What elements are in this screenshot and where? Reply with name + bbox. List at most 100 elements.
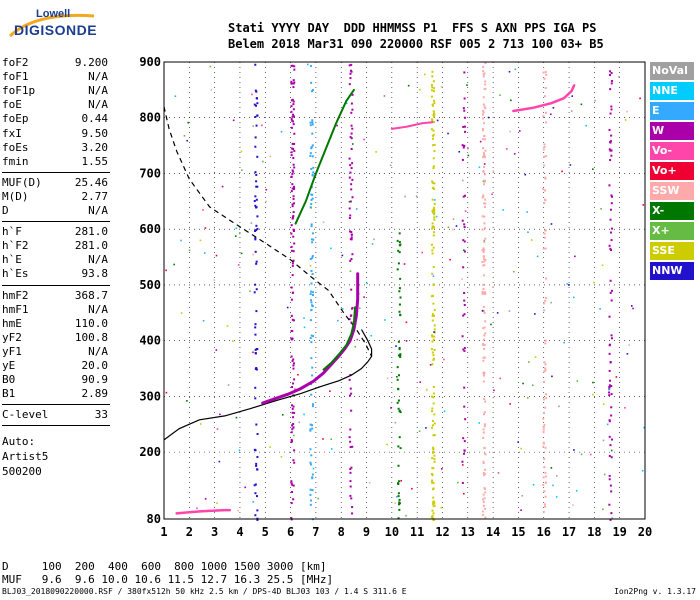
- echo-point: [463, 299, 466, 302]
- echo-point: [434, 199, 436, 201]
- echo-point: [293, 202, 296, 205]
- param-name: D: [2, 204, 9, 217]
- echo-point: [483, 134, 486, 137]
- echo-point: [561, 170, 563, 173]
- echo-point: [255, 90, 258, 93]
- echo-point: [354, 345, 357, 348]
- echo-point: [350, 167, 353, 170]
- echo-point: [611, 517, 614, 519]
- echo-point: [255, 462, 258, 465]
- echo-point: [292, 426, 295, 429]
- echo-point: [252, 351, 254, 354]
- echo-point: [432, 283, 435, 286]
- echo-point: [254, 367, 257, 370]
- echo-point: [543, 490, 546, 493]
- echo-point: [484, 107, 487, 110]
- echo-point: [542, 411, 545, 414]
- echo-point: [615, 376, 618, 378]
- param-row: B1 2.89: [2, 387, 108, 401]
- echo-point: [254, 323, 257, 326]
- echo-point: [290, 517, 293, 520]
- echo-point: [373, 238, 375, 241]
- echo-point: [398, 480, 401, 483]
- echo-point: [238, 449, 241, 452]
- echo-point: [433, 504, 436, 507]
- echo-point: [349, 480, 352, 483]
- echo-point: [462, 125, 465, 128]
- echo-point: [431, 457, 434, 460]
- echo-point: [482, 70, 485, 73]
- echo-point: [502, 209, 504, 211]
- echo-point: [482, 493, 485, 496]
- echo-point: [309, 461, 312, 464]
- echo-point: [350, 409, 353, 412]
- echo-point: [292, 103, 295, 106]
- echo-point: [482, 250, 485, 253]
- echo-point: [483, 374, 486, 377]
- echo-point: [483, 468, 486, 471]
- echo-point: [240, 150, 243, 153]
- echo-point: [482, 111, 485, 114]
- echo-point: [293, 68, 296, 71]
- echo-point: [464, 210, 467, 212]
- echo-point: [461, 464, 464, 466]
- legend-item: Vo-: [650, 142, 694, 160]
- echo-point: [443, 410, 446, 413]
- echo-point: [592, 168, 594, 170]
- echo-point: [290, 337, 293, 340]
- echo-point: [626, 353, 629, 355]
- echo-point: [430, 295, 433, 298]
- echo-point: [432, 129, 435, 132]
- echo-point: [404, 195, 406, 198]
- echo-point: [482, 147, 485, 150]
- echo-point: [330, 438, 332, 441]
- echo-point: [543, 398, 546, 401]
- echo-point: [593, 281, 595, 284]
- param-name: foF1p: [2, 84, 36, 98]
- echo-point: [467, 147, 469, 150]
- echo-point: [580, 103, 583, 106]
- echo-point: [543, 503, 546, 506]
- echo-point: [543, 143, 546, 146]
- echo-point: [433, 422, 436, 425]
- x-tick-label: 18: [587, 525, 601, 539]
- echo-point: [463, 250, 466, 253]
- echo-point: [350, 69, 353, 72]
- echo-point: [311, 123, 314, 126]
- echo-point: [290, 82, 293, 85]
- echo-point: [250, 222, 253, 224]
- echo-point: [310, 393, 313, 396]
- echo-point: [399, 354, 402, 357]
- legend-item: NoVal: [650, 62, 694, 80]
- echo-point: [432, 467, 435, 470]
- echo-point: [483, 205, 486, 208]
- echo-point: [341, 308, 344, 310]
- echo-point: [433, 328, 436, 331]
- echo-point: [292, 405, 295, 408]
- echo-point: [432, 501, 435, 504]
- echo-point: [543, 77, 546, 80]
- echo-point: [310, 167, 313, 170]
- param-name: h`E: [2, 253, 22, 267]
- echo-point: [610, 239, 613, 242]
- echo-point: [482, 170, 485, 173]
- echo-point: [349, 230, 352, 233]
- echo-point: [461, 481, 464, 484]
- echo-point: [398, 508, 401, 511]
- echo-point: [482, 472, 485, 475]
- param-value: 1.55: [81, 154, 109, 168]
- echo-point: [609, 361, 612, 364]
- echo-point: [311, 155, 314, 158]
- echo-point: [294, 388, 296, 390]
- echo-point: [481, 113, 484, 116]
- x-tick-label: 1: [160, 525, 167, 539]
- echo-point: [309, 493, 312, 496]
- echo-point: [543, 198, 546, 201]
- echo-point: [292, 364, 295, 367]
- x-tick-label: 15: [511, 525, 525, 539]
- echo-point: [255, 288, 258, 291]
- echo-point: [482, 155, 485, 158]
- echo-point: [610, 202, 613, 205]
- param-value: 3.20: [81, 140, 109, 154]
- echo-point: [609, 484, 612, 487]
